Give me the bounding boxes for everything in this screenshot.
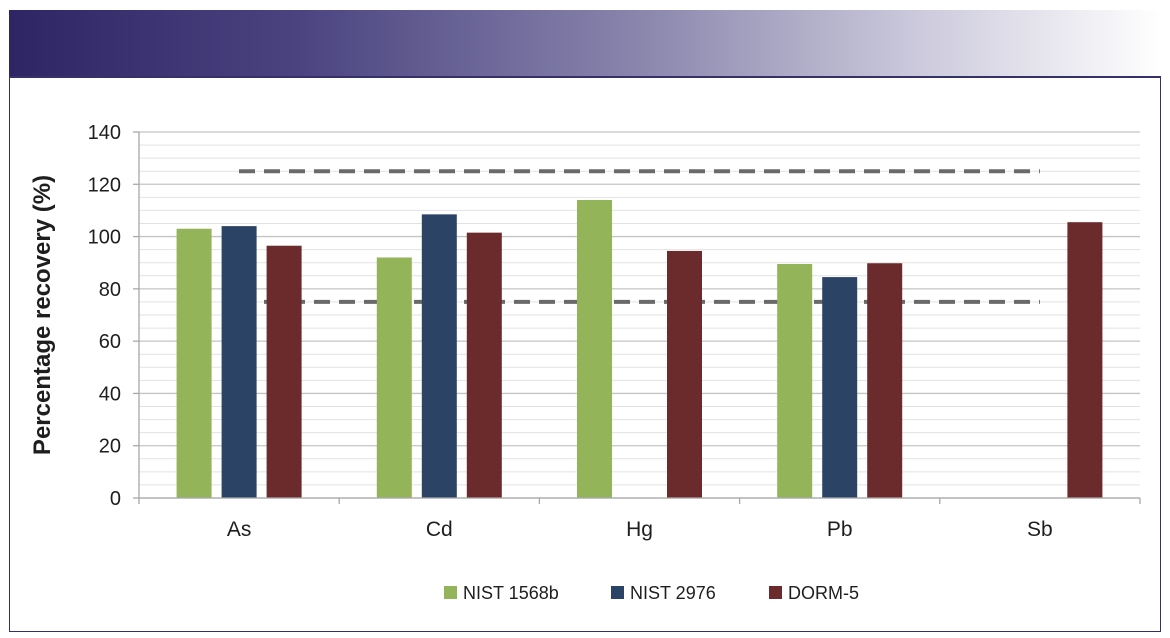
y-tick-label: 40 [99, 383, 121, 405]
x-category-labels: As Cd Hg Pb Sb [227, 518, 1053, 541]
bar-nist-1568b-pb [777, 264, 813, 498]
y-tick-label: 60 [99, 331, 121, 353]
bars [176, 199, 1103, 498]
header-banner [9, 10, 1161, 76]
bar-nist-2976-cd [421, 214, 457, 498]
legend: NIST 1568b NIST 2976 DORM-5 [444, 583, 859, 603]
bar-nist-1568b-as [176, 228, 212, 498]
legend-swatch [769, 586, 782, 599]
y-tick-label: 20 [99, 436, 121, 458]
legend-swatch [444, 586, 457, 599]
bar-nist-1568b-hg [577, 199, 612, 498]
bar-dorm-5-sb [1067, 222, 1103, 498]
x-category-label: As [227, 518, 252, 541]
legend-label: NIST 2976 [630, 583, 716, 603]
x-category-label: Cd [426, 518, 453, 541]
y-tick-label: 100 [88, 227, 121, 249]
bar-dorm-5-as [266, 245, 302, 498]
y-tick-label: 80 [99, 279, 121, 301]
legend-swatch [611, 586, 624, 599]
bar-dorm-5-pb [867, 263, 903, 498]
x-category-label: Pb [827, 518, 853, 541]
reference-lines [239, 169, 1040, 304]
bar-dorm-5-cd [466, 232, 502, 498]
y-tick-labels: 0 20 40 60 80 100 120 140 [88, 122, 121, 510]
bar-nist-2976-pb [822, 277, 858, 498]
axes [133, 131, 1141, 504]
legend-label: NIST 1568b [463, 583, 559, 603]
x-category-label: Sb [1027, 518, 1053, 541]
bar-nist-2976-as [221, 226, 257, 498]
legend-label: DORM-5 [788, 583, 859, 603]
bar-dorm-5-hg [667, 250, 702, 498]
x-category-label: Hg [626, 518, 653, 541]
bar-nist-1568b-cd [376, 257, 412, 498]
y-tick-label: 140 [88, 122, 121, 144]
y-tick-label: 0 [110, 488, 121, 510]
y-tick-label: 120 [88, 174, 121, 196]
y-axis-label: Percentage recovery (%) [29, 175, 56, 455]
